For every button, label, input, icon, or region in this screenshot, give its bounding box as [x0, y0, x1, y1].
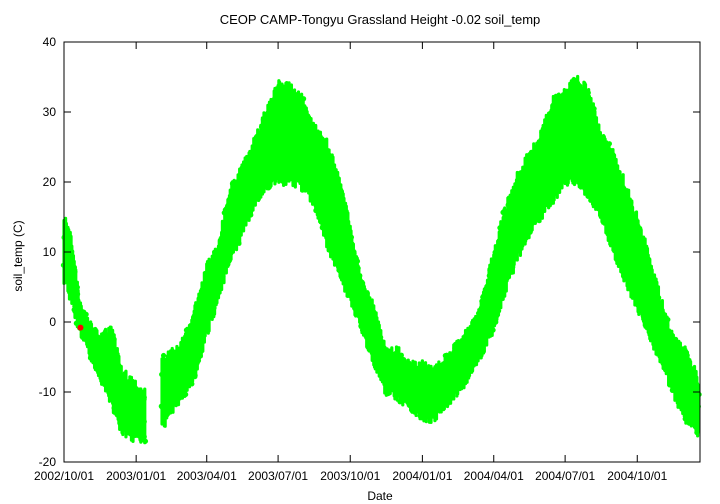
x-tick-label: 2003/07/01 — [248, 469, 308, 483]
y-tick-label: -20 — [39, 455, 57, 469]
data-point — [83, 311, 89, 317]
data-point — [585, 90, 591, 96]
data-point — [357, 273, 363, 279]
x-tick-label: 2003/04/01 — [177, 469, 237, 483]
data-point — [606, 141, 612, 147]
y-tick-label: 20 — [43, 175, 57, 189]
x-tick-label: 2004/10/01 — [607, 469, 667, 483]
y-axis-label: soil_temp (C) — [11, 220, 25, 291]
data-point — [142, 438, 149, 444]
data-point — [490, 327, 496, 333]
x-tick-label: 2003/01/01 — [106, 469, 166, 483]
x-axis-label: Date — [367, 489, 393, 503]
x-tick-label: 2004/07/01 — [535, 469, 595, 483]
data-point — [74, 291, 81, 297]
data-point — [141, 434, 147, 440]
chart-title: CEOP CAMP-Tongyu Grassland Height -0.02 … — [220, 12, 541, 27]
data-points — [60, 74, 702, 445]
data-point — [628, 199, 634, 206]
y-tick-label: 40 — [43, 35, 57, 49]
x-tick-label: 2004/04/01 — [464, 469, 524, 483]
data-point — [236, 240, 242, 246]
x-tick-label: 2002/10/01 — [34, 469, 94, 483]
data-point — [160, 352, 167, 359]
data-point — [301, 96, 307, 102]
highlighted-data-point — [77, 324, 84, 331]
data-point — [695, 391, 701, 398]
data-point — [211, 305, 217, 311]
y-tick-label: 0 — [49, 315, 56, 329]
y-tick-label: 30 — [43, 105, 57, 119]
x-tick-label: 2003/10/01 — [320, 469, 380, 483]
axis-ticks: -20 -10 0 10 20 30 40 2002/10/01 2003/01/01 2003/… — [34, 35, 700, 483]
x-tick-label: 2004/01/01 — [392, 469, 452, 483]
plot-frame — [63, 41, 701, 463]
data-point — [189, 381, 195, 387]
data-point — [418, 362, 424, 369]
y-tick-label: -10 — [39, 385, 57, 399]
y-tick-label: 10 — [43, 245, 57, 259]
